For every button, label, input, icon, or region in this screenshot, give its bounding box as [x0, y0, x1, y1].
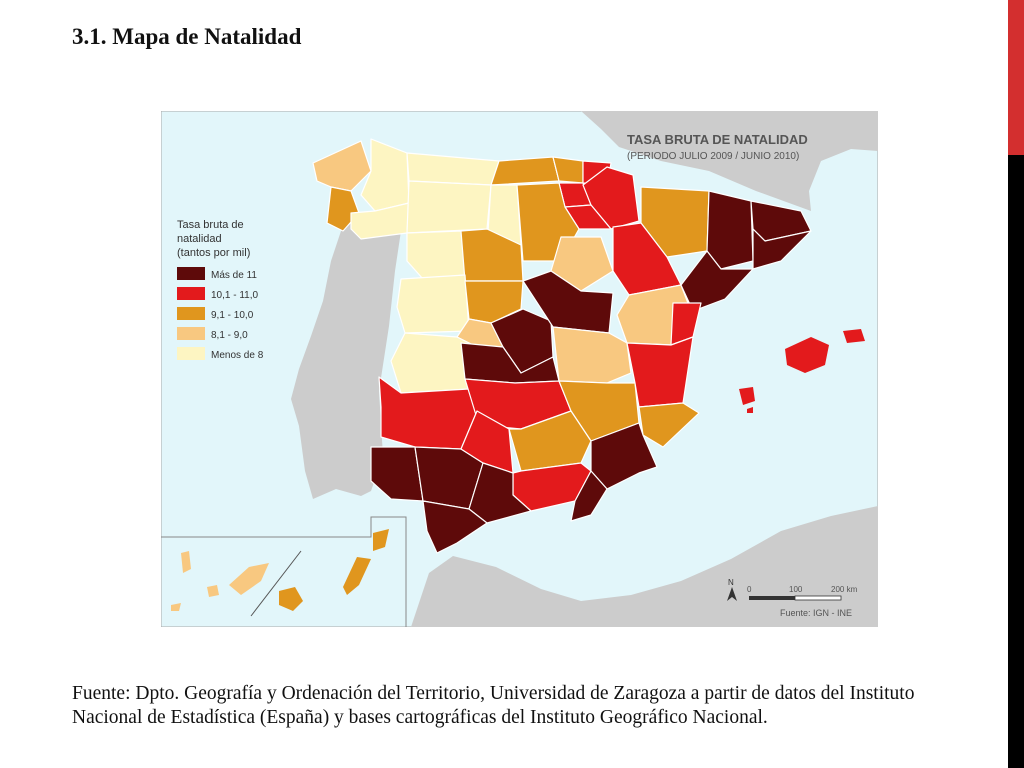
north-label: N: [728, 578, 734, 587]
scale-tick-0: 0: [747, 585, 752, 594]
canary-inset: [161, 516, 407, 627]
province-caceres: [390, 332, 474, 394]
island-fuerteventura: [343, 557, 371, 595]
accent-bar-black: [1008, 155, 1024, 768]
island-el-hierro: [171, 603, 181, 611]
island-gran-canaria: [279, 587, 303, 611]
inset-border: [161, 516, 407, 627]
legend-swatch-1: [177, 267, 205, 280]
legend-label-2: 10,1 - 11,0: [211, 290, 259, 301]
island-formentera: [747, 407, 753, 413]
province-huelva: [370, 446, 424, 502]
province-huesca: [640, 186, 710, 258]
accent-bar-red: [1008, 0, 1024, 155]
province-leon: [406, 180, 492, 234]
island-ibiza: [739, 387, 755, 405]
map-legend: Tasa bruta de natalidad (tantos por mil)…: [177, 219, 264, 361]
source-caption: Fuente: Dpto. Geografía y Ordenación del…: [72, 683, 915, 728]
province-almeria: [570, 470, 608, 522]
province-soria: [550, 236, 614, 292]
legend-label-1: Más de 11: [211, 270, 257, 281]
land-portugal: [291, 223, 401, 499]
legend-swatch-4: [177, 327, 205, 340]
legend-swatch-5: [177, 347, 205, 360]
island-la-gomera: [207, 585, 219, 597]
province-cordoba: [460, 410, 514, 474]
spain-provinces: [312, 138, 812, 554]
province-valladolid: [460, 228, 524, 282]
land-france: [581, 111, 878, 211]
legend-swatch-3: [177, 307, 205, 320]
province-cadiz: [422, 500, 488, 554]
legend-label-3: 9,1 - 10,0: [211, 310, 254, 321]
island-menorca: [843, 329, 865, 343]
island-lanzarote: [373, 529, 389, 551]
province-lleida: [706, 190, 754, 270]
inset-divider: [250, 550, 302, 617]
legend-title-line-2: natalidad: [177, 233, 222, 245]
birth-rate-map: TASA BRUTA DE NATALIDAD (PERIODO JULIO 2…: [161, 111, 878, 627]
north-arrow-icon: N: [727, 578, 737, 601]
island-la-palma: [181, 551, 191, 573]
map-title: TASA BRUTA DE NATALIDAD: [627, 132, 808, 147]
island-tenerife: [229, 563, 269, 595]
scale-bar: 0 100 200 km: [747, 585, 858, 601]
scale-tick-200: 200 km: [831, 585, 858, 594]
map-subtitle: (PERIODO JULIO 2009 / JUNIO 2010): [627, 151, 799, 162]
balearic-islands: [739, 329, 865, 413]
province-alicante: [638, 402, 700, 448]
province-barcelona: [752, 228, 812, 270]
map-source: Fuente: IGN - INE: [780, 608, 852, 618]
province-tarragona: [680, 250, 754, 312]
province-valencia: [626, 336, 694, 408]
legend-label-4: 8,1 - 9,0: [211, 330, 248, 341]
province-cantabria: [490, 156, 560, 186]
scale-tick-100: 100: [789, 585, 803, 594]
province-salamanca: [396, 274, 470, 334]
legend-title-line-3: (tantos por mil): [177, 247, 250, 259]
slide-title: 3.1. Mapa de Natalidad: [72, 24, 302, 49]
island-mallorca: [785, 337, 829, 373]
legend-title-line-1: Tasa bruta de: [177, 219, 244, 231]
legend-label-5: Menos de 8: [211, 350, 264, 361]
legend-swatch-2: [177, 287, 205, 300]
